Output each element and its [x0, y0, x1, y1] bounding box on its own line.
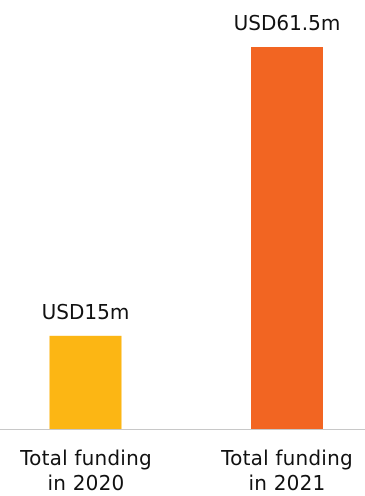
x-tick-label-2021-line2: in 2021 [248, 471, 326, 495]
x-tick-label-2021: Total funding in 2021 [202, 446, 365, 496]
bar-2 [251, 47, 323, 429]
x-tick-label-2020-line1: Total funding [20, 446, 152, 470]
x-tick-label-2020: Total funding in 2020 [1, 446, 171, 496]
x-tick-label-2020-line2: in 2020 [47, 471, 125, 495]
chart-plot-area: USD15m USD61.5m [0, 11, 365, 430]
data-label-1: USD15m [42, 300, 130, 324]
data-label-2: USD61.5m [234, 11, 341, 35]
bar-1 [49, 335, 122, 429]
x-tick-label-2021-line1: Total funding [221, 446, 353, 470]
